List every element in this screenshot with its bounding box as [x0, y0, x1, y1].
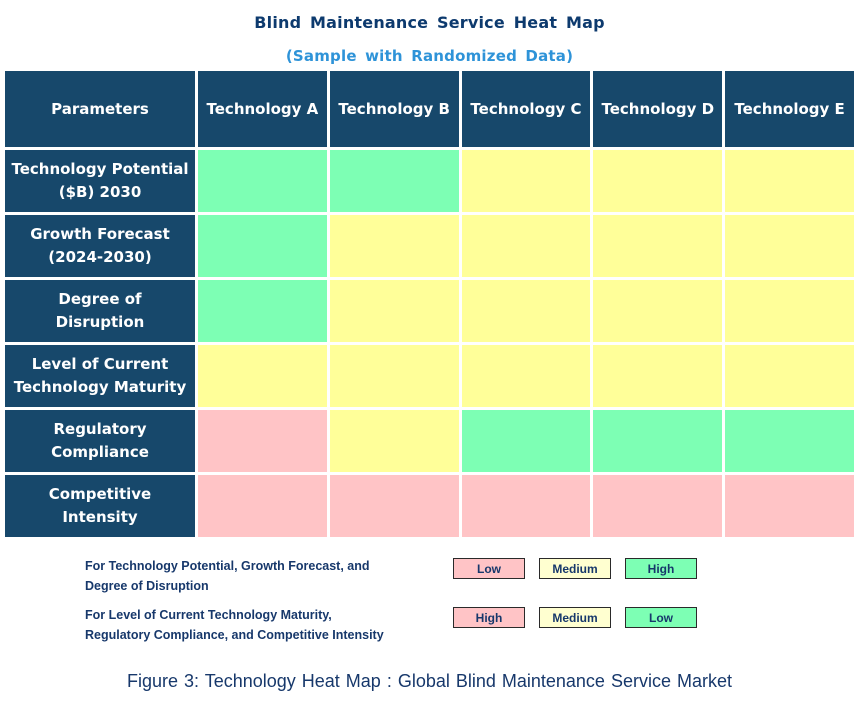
legend-label: For Level of Current Technology Maturity…: [85, 608, 384, 642]
heat-cell-yellow: [725, 345, 854, 407]
heat-cell-green: [198, 280, 327, 342]
heatmap-table: Parameters Technology A Technology B Techno…: [2, 68, 857, 540]
row-label: Competitive Intensity: [5, 475, 195, 537]
legend-swatch-medium: Medium: [539, 607, 611, 628]
heat-cell-yellow: [593, 150, 723, 212]
heat-cell-pink: [198, 475, 327, 537]
header-row: Parameters Technology A Technology B Techno…: [5, 71, 854, 147]
heat-cell-yellow: [725, 215, 854, 277]
legend-swatches: High Medium Low: [453, 607, 697, 628]
heat-cell-pink: [725, 475, 854, 537]
legend-swatch-medium: Medium: [539, 558, 611, 579]
column-header-technology-d: Technology D: [593, 71, 723, 147]
heat-cell-yellow: [593, 280, 723, 342]
heat-cell-green: [725, 410, 854, 472]
legend: For Technology Potential, Growth Forecas…: [85, 556, 859, 645]
legend-row: For Level of Current Technology Maturity…: [85, 605, 859, 645]
legend-swatch-high: High: [625, 558, 697, 579]
table-row: Growth Forecast (2024-2030): [5, 215, 854, 277]
table-row: Level of Current Technology Maturity: [5, 345, 854, 407]
chart-subtitle: (Sample with Randomized Data): [285, 47, 574, 65]
heat-cell-green: [461, 410, 591, 472]
heat-cell-yellow: [329, 345, 459, 407]
heat-cell-pink: [593, 475, 723, 537]
heat-cell-green: [593, 410, 723, 472]
legend-swatches: Low Medium High: [453, 558, 697, 579]
heat-cell-yellow: [725, 150, 854, 212]
heat-cell-green: [198, 150, 327, 212]
legend-swatch-high: High: [453, 607, 525, 628]
column-header-technology-b: Technology B: [329, 71, 459, 147]
heat-cell-yellow: [461, 280, 591, 342]
table-row: Technology Potential ($B) 2030: [5, 150, 854, 212]
legend-label: For Technology Potential, Growth Forecas…: [85, 559, 370, 593]
table-row: Regulatory Compliance: [5, 410, 854, 472]
table-row: Competitive Intensity: [5, 475, 854, 537]
legend-swatch-low: Low: [453, 558, 525, 579]
row-label: Technology Potential ($B) 2030: [5, 150, 195, 212]
heat-cell-pink: [461, 475, 591, 537]
heat-cell-yellow: [329, 280, 459, 342]
table-row: Degree of Disruption: [5, 280, 854, 342]
column-header-technology-e: Technology E: [725, 71, 854, 147]
row-label: Regulatory Compliance: [5, 410, 195, 472]
row-label: Growth Forecast (2024-2030): [5, 215, 195, 277]
column-header-technology-c: Technology C: [461, 71, 591, 147]
row-label: Level of Current Technology Maturity: [5, 345, 195, 407]
heat-cell-yellow: [329, 410, 459, 472]
heat-cell-yellow: [725, 280, 854, 342]
figure-caption: Figure 3: Technology Heat Map : Global B…: [127, 671, 732, 691]
heat-cell-green: [329, 150, 459, 212]
heat-cell-yellow: [593, 215, 723, 277]
column-header-parameters: Parameters: [5, 71, 195, 147]
heat-cell-pink: [198, 410, 327, 472]
heat-cell-yellow: [461, 345, 591, 407]
chart-title: Blind Maintenance Service Heat Map: [254, 13, 605, 32]
row-label: Degree of Disruption: [5, 280, 195, 342]
heat-cell-yellow: [461, 215, 591, 277]
column-header-technology-a: Technology A: [198, 71, 327, 147]
heat-cell-green: [198, 215, 327, 277]
legend-row: For Technology Potential, Growth Forecas…: [85, 556, 859, 596]
legend-swatch-low: Low: [625, 607, 697, 628]
heat-cell-yellow: [198, 345, 327, 407]
heat-cell-yellow: [593, 345, 723, 407]
heat-cell-yellow: [461, 150, 591, 212]
heat-cell-pink: [329, 475, 459, 537]
heat-cell-yellow: [329, 215, 459, 277]
